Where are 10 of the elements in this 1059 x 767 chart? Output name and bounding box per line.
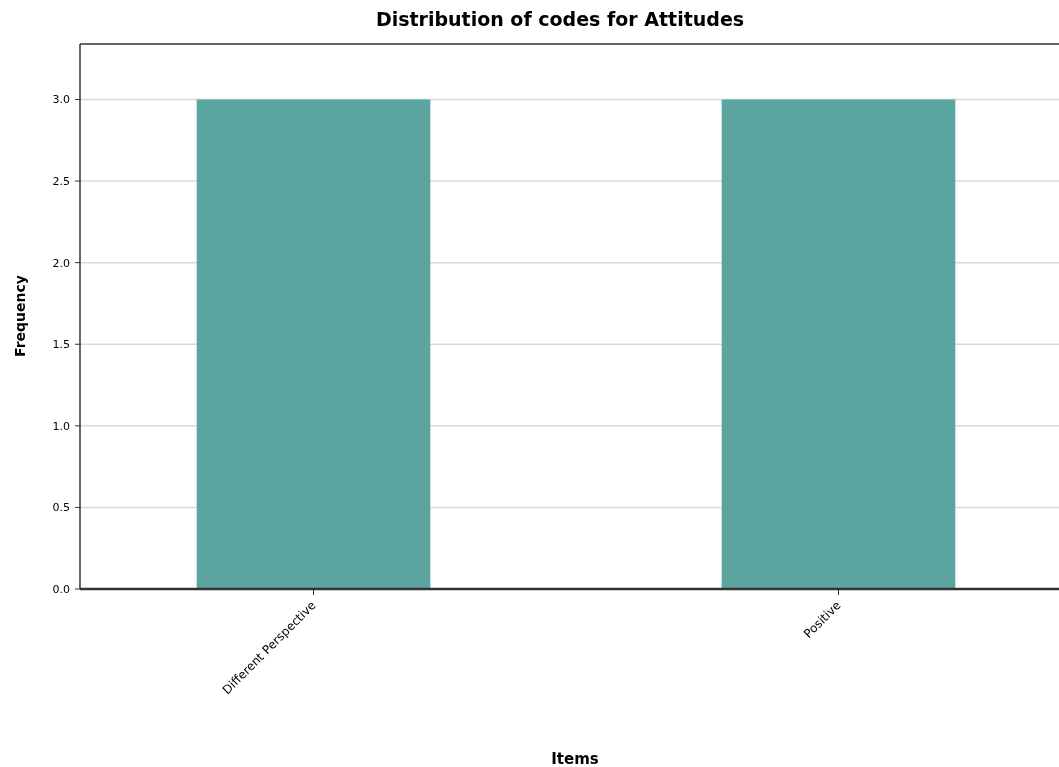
chart-title: Distribution of codes for Attitudes (375, 8, 745, 30)
y-tick-label: 2.0 (52, 256, 70, 270)
y-tick-label: 2.5 (52, 174, 70, 188)
y-tick-label: 3.0 (52, 93, 70, 107)
y-axis-title: Frequency (12, 275, 28, 357)
y-tick-label: 0.5 (52, 501, 70, 515)
y-tick-label: 1.0 (52, 419, 70, 433)
y-tick-label: 1.5 (52, 338, 70, 352)
y-tick-label: 0.0 (52, 582, 70, 596)
x-axis-title: Items (551, 750, 599, 767)
